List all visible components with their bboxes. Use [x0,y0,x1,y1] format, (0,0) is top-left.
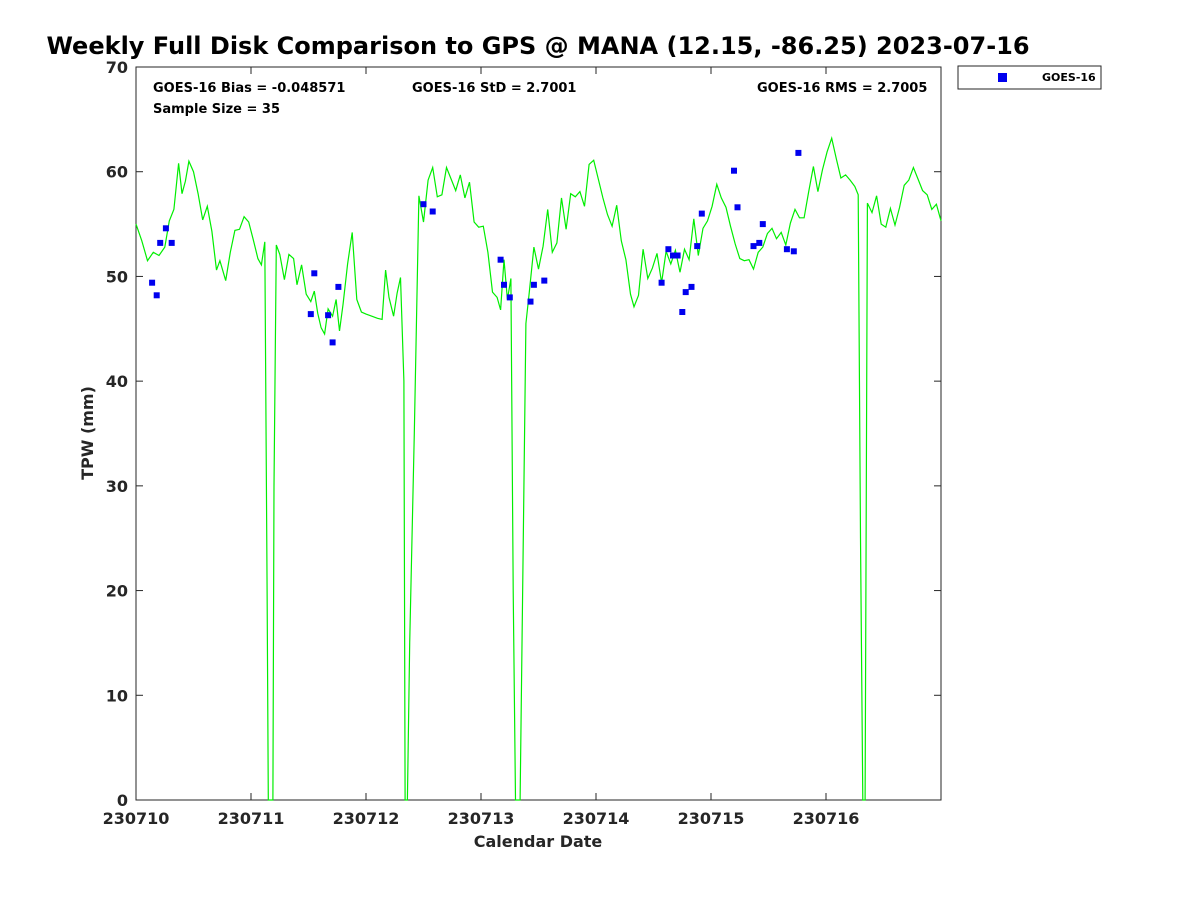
goes-point [506,294,513,301]
y-tick-label: 20 [106,582,128,601]
goes-point [658,279,665,286]
goes-point [311,270,318,277]
goes-point [325,312,332,319]
goes-point [153,292,160,299]
y-axis-label: TPW (mm) [78,386,97,480]
y-tick-label: 60 [106,163,128,182]
y-tick-label: 40 [106,372,128,391]
y-tick-label: 10 [106,686,128,705]
goes-point [501,281,507,288]
goes-point [541,277,548,284]
goes-point [783,246,790,253]
goes-point [694,243,701,250]
legend: GOES-16 [957,65,1102,90]
goes-point [497,256,504,263]
goes-point [420,201,427,208]
goes-point [307,311,314,318]
x-tick-label: 230714 [563,809,630,828]
goes-point [665,246,672,253]
x-tick-label: 230715 [678,809,745,828]
y-tick-label: 0 [117,791,128,810]
goes-point [679,309,686,315]
goes-series [149,149,802,346]
y-axis: 0 10 20 30 40 50 60 70 [106,58,941,810]
bias-stat: GOES-16 Bias = -0.048571 [153,81,345,96]
goes-point [756,239,763,246]
goes-point [329,339,336,346]
std-stat: GOES-16 StD = 2.7001 [412,81,576,96]
goes-point [670,252,676,259]
legend-label: GOES-16 [1042,71,1096,84]
x-axis-label: Calendar Date [474,832,603,851]
sample-size-stat: Sample Size = 35 [153,102,280,117]
goes-point [527,298,534,305]
goes-point [682,289,689,296]
plot-area [135,66,942,801]
goes-point [429,208,436,215]
y-tick-label: 30 [106,477,128,496]
x-tick-label: 230712 [333,809,400,828]
goes-point [790,248,797,255]
legend-marker [998,73,1007,82]
goes-point [734,204,741,211]
legend-box [957,65,1102,90]
chart-title: Weekly Full Disk Comparison to GPS @ MAN… [46,32,1029,60]
x-axis: 230710 230711 230712 230713 230714 230715 2307… [103,67,860,828]
x-tick-label: 230711 [218,809,285,828]
goes-point [157,239,164,246]
y-tick-label: 70 [106,58,128,77]
goes-point [731,167,737,174]
plot-frame [135,66,942,801]
goes-point [168,239,175,246]
x-tick-label: 230713 [448,809,515,828]
goes-point [335,283,342,290]
rms-stat: GOES-16 RMS = 2.7005 [757,81,927,96]
goes-point [149,279,156,286]
goes-point [530,281,537,288]
goes-point [795,149,802,156]
goes-point [759,221,766,228]
goes-point [674,252,681,259]
gps-line [135,135,942,801]
x-tick-label: 230710 [103,809,170,828]
goes-point [688,283,695,290]
gps-series [135,135,942,801]
goes-point [698,210,705,217]
y-tick-label: 50 [106,267,128,286]
x-tick-label: 230716 [793,809,860,828]
goes-point [162,225,169,232]
goes-point [750,243,757,250]
